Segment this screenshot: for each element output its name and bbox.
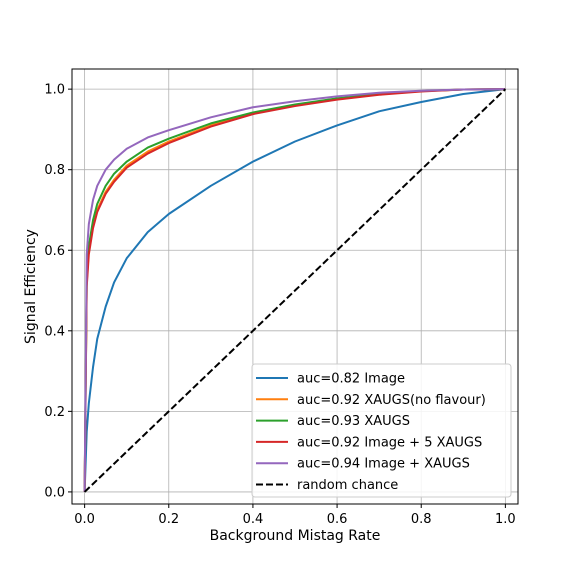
y-tick-label: 0.0 <box>44 485 65 500</box>
x-tick-label: 1.0 <box>495 512 516 527</box>
y-axis: 0.0 0.2 0.4 0.6 0.8 1.0 <box>44 83 72 500</box>
legend-label-5: random chance <box>297 478 398 493</box>
y-axis-label: Signal Efficiency <box>23 229 39 344</box>
legend-frame <box>251 363 512 498</box>
x-axis: 0.0 0.2 0.4 0.6 0.8 1.0 <box>74 504 516 527</box>
legend-label-3: auc=0.92 Image + 5 XAUGS <box>297 435 482 450</box>
y-tick-label: 0.2 <box>44 405 65 420</box>
x-tick-label: 0.4 <box>243 512 264 527</box>
x-tick-label: 0.8 <box>411 512 432 527</box>
x-tick-label: 0.0 <box>74 512 95 527</box>
x-tick-label: 0.6 <box>327 512 348 527</box>
legend-label-2: auc=0.93 XAUGS <box>297 414 410 429</box>
series-line-5 <box>83 88 507 493</box>
legend-label-1: auc=0.92 XAUGS(no flavour) <box>297 393 486 408</box>
series-line-3 <box>83 88 506 492</box>
y-tick-label: 0.8 <box>44 163 65 178</box>
plot-frame <box>71 68 519 505</box>
series-line-4 <box>83 88 506 492</box>
y-tick-label: 0.4 <box>44 324 65 339</box>
legend: auc=0.82 Image auc=0.92 XAUGS(no flavour)… <box>251 363 512 498</box>
x-axis-label: Background Mistag Rate <box>210 528 381 544</box>
series-lines <box>83 88 507 493</box>
legend-label-0: auc=0.82 Image <box>297 372 405 387</box>
y-tick-label: 0.6 <box>44 244 65 259</box>
y-tick-label: 1.0 <box>44 83 65 98</box>
series-line-0 <box>83 88 506 492</box>
x-tick-label: 0.2 <box>158 512 179 527</box>
legend-label-4: auc=0.94 Image + XAUGS <box>297 457 470 472</box>
